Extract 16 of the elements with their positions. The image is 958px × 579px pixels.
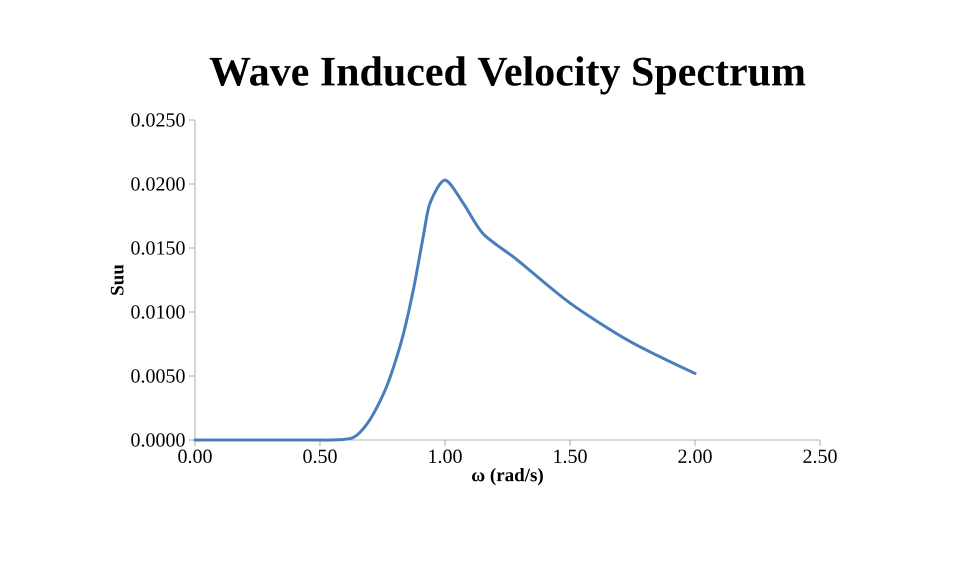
y-tick-label: 0.0200 (131, 177, 185, 191)
x-tick-label: 2.00 (678, 450, 712, 464)
y-axis-title: Suu (110, 264, 124, 295)
x-tick-label: 0.00 (178, 450, 212, 464)
line-series (194, 178, 697, 442)
x-axis-title: ω (rad/s) (472, 468, 543, 486)
y-tick-label: 0.0000 (131, 433, 185, 447)
x-tick-label: 1.00 (429, 450, 462, 464)
y-tick-label: 0.0050 (131, 369, 185, 383)
x-tick-label: 0.50 (303, 450, 337, 464)
chart-title: Wave Induced Velocity Spectrum (210, 56, 806, 94)
y-tick-label: 0.0150 (131, 241, 185, 255)
y-tick-label: 0.0250 (131, 113, 185, 127)
x-tick-label: 1.50 (554, 450, 587, 464)
y-tick-label: 0.0100 (131, 305, 185, 319)
x-tick-label: 2.50 (803, 450, 837, 464)
